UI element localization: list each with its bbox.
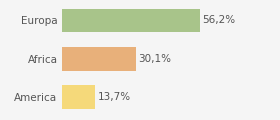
Bar bbox=[62, 85, 95, 109]
Text: 56,2%: 56,2% bbox=[202, 15, 236, 25]
Bar bbox=[62, 9, 200, 32]
Bar bbox=[62, 47, 136, 71]
Text: 30,1%: 30,1% bbox=[138, 54, 171, 64]
Text: 13,7%: 13,7% bbox=[98, 92, 131, 102]
